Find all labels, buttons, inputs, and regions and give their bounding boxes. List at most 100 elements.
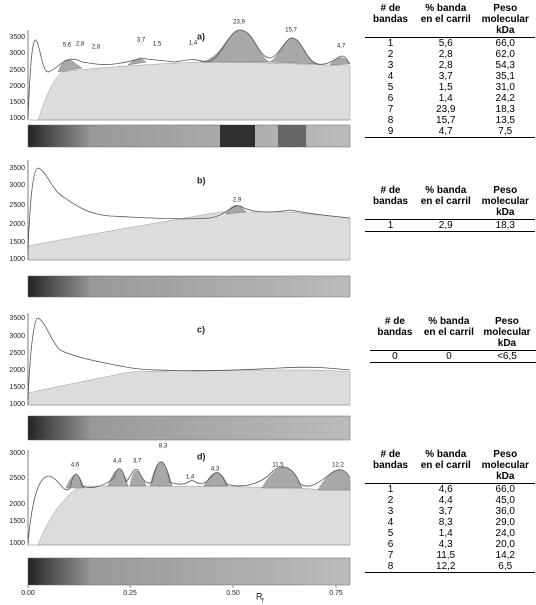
y-tick-label: 2500: [9, 202, 25, 209]
gel-band: [278, 125, 306, 147]
table-cell: 1,4: [438, 528, 453, 539]
table-header: Peso molecular kDa: [475, 185, 535, 220]
y-tick-label: 1500: [9, 518, 25, 525]
peak-label: 2,9: [233, 198, 242, 204]
table-cell: 5,6: [438, 38, 453, 49]
density-curve: [27, 167, 351, 251]
table-cell: 7: [387, 550, 394, 561]
table-cell: 9: [365, 126, 416, 138]
x-axis-label: R: [256, 591, 263, 601]
table-cell: 6: [387, 539, 394, 550]
y-tick-label: 2500: [9, 475, 25, 482]
table-cell: 3: [387, 60, 394, 71]
table-cell: 29,0: [495, 517, 515, 528]
peak-area: [225, 205, 247, 215]
band-table: # de bandas% banda en el carril Peso mole…: [365, 3, 535, 138]
baseline-area: [27, 211, 351, 261]
peak-label: 4,6: [71, 463, 80, 469]
y-tick-label: 3000: [9, 450, 25, 457]
table-cell: 24,0: [495, 528, 515, 539]
panel: 3500 3000 2500 2000 1500 1000 c): [9, 313, 351, 441]
density-curve: [27, 317, 351, 401]
gel-strip: [27, 415, 351, 441]
table-header: # de bandas: [370, 316, 420, 351]
table-cell: 1: [387, 484, 394, 495]
y-tick-label: 3000: [9, 50, 25, 57]
band-table: # de bandas% banda en el carril Peso mole…: [370, 316, 536, 363]
baseline-area: [37, 485, 351, 546]
table-header: % banda en el carril: [419, 316, 478, 351]
y-tick-label: 2000: [9, 83, 25, 90]
y-tick-label: 1500: [9, 384, 25, 391]
table-cell: 8: [387, 115, 394, 126]
table-cell: 3,7: [438, 71, 453, 82]
table-cell: 2,9: [416, 219, 476, 232]
table-cell: 8: [365, 561, 416, 573]
table-cell: 7,5: [475, 126, 535, 138]
table-cell: 7: [387, 104, 394, 115]
peak-area: [65, 474, 85, 489]
y-tick-label: 3500: [9, 34, 25, 41]
table-header: % banda en el carril: [416, 3, 476, 38]
peak-area: [149, 462, 173, 487]
y-tick-label: 1000: [9, 540, 25, 547]
table-cell: 0: [370, 350, 420, 363]
table-header: Peso molecular kDa: [475, 3, 535, 38]
y-tick-label: 3000: [9, 333, 25, 340]
y-tick-label: 1000: [9, 115, 25, 122]
gel-band: [220, 125, 255, 147]
table-cell: 45,0: [495, 495, 515, 506]
table-cell: 24,2: [495, 93, 515, 104]
y-tick-label: 2000: [9, 221, 25, 228]
table-cell: 5: [387, 82, 394, 93]
peak-area: [129, 470, 147, 487]
gel-strip: [27, 124, 351, 148]
table-cell: 1: [365, 219, 416, 232]
table-cell: 18,3: [495, 104, 515, 115]
table-cell: 6: [387, 93, 394, 104]
peak-label: 4,7: [337, 44, 346, 50]
table-cell: 15,7: [436, 115, 456, 126]
x-tick-label: 0.00: [21, 590, 35, 597]
table-cell: 23,9: [436, 104, 456, 115]
peak-label: 2,8: [76, 42, 85, 48]
table-cell: 31,0: [495, 82, 515, 93]
x-tick-label: 0.75: [329, 590, 343, 597]
table-cell: 2: [387, 49, 394, 60]
table-header: Peso molecular kDa: [477, 316, 536, 351]
panel-label: a): [197, 31, 205, 41]
y-tick-label: 1500: [9, 99, 25, 106]
peak-area: [261, 467, 303, 489]
panel: 3500 3000 2500 2000 1500 1000 b) 2,9: [9, 160, 351, 298]
panel: 3500 3000 2500 2000 1500 1000 a) 5,6 2,8 2,8 3,7 1,…: [9, 20, 351, 148]
gel-strip: [27, 275, 351, 298]
band-table: # de bandas% banda en el carril Peso mole…: [365, 449, 535, 573]
y-tick-label: 3000: [9, 182, 25, 189]
peak-label: 1,5: [153, 42, 162, 48]
x-axis-label-sub: f: [262, 599, 264, 605]
panel-label: c): [197, 324, 205, 334]
y-tick-label: 2000: [9, 501, 25, 508]
table-cell: 62,0: [495, 49, 515, 60]
y-tick-label: 1000: [9, 401, 25, 408]
table-cell: 3,7: [438, 506, 453, 517]
table-header: Peso molecular kDa: [475, 449, 535, 484]
baseline-area: [27, 369, 351, 406]
peak-label: 4,3: [211, 467, 220, 473]
y-tick-label: 1000: [9, 256, 25, 263]
table-cell: 4,6: [438, 484, 453, 495]
table-cell: 20,0: [495, 539, 515, 550]
peak-label: 23,9: [233, 20, 245, 26]
peak-area: [317, 470, 351, 491]
panel-label: d): [197, 451, 206, 461]
table-header: # de bandas: [365, 3, 416, 38]
table-cell: 13,5: [495, 115, 515, 126]
panel-label: b): [197, 175, 206, 185]
table-header: % banda en el carril: [416, 185, 476, 220]
table-cell: 0: [419, 350, 478, 363]
table-cell: 35,1: [495, 71, 515, 82]
y-tick-label: 2000: [9, 367, 25, 374]
table-cell: <6,5: [477, 350, 536, 363]
